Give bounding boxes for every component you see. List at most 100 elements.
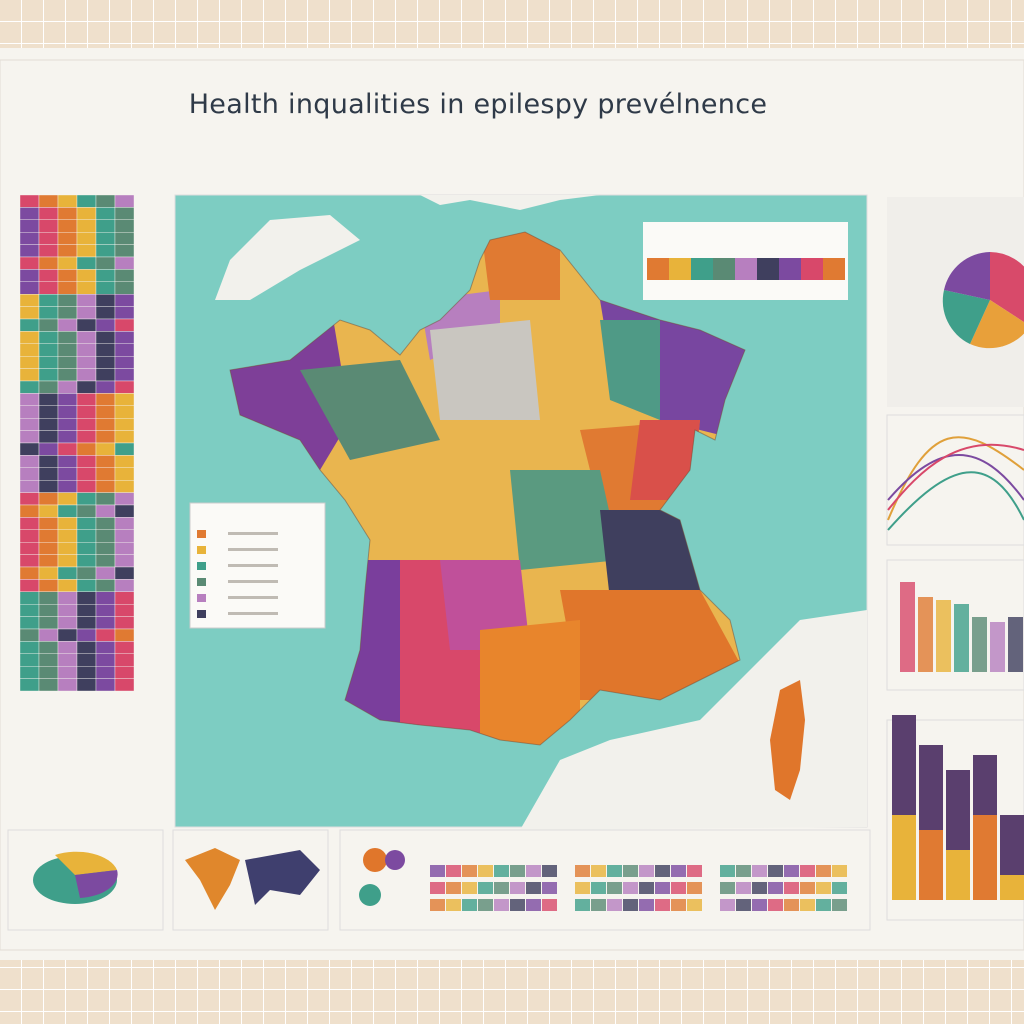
heat-cell	[57, 604, 78, 617]
bar-cell	[510, 899, 525, 911]
continent	[245, 850, 320, 905]
icon	[385, 850, 405, 870]
region	[480, 620, 580, 745]
heat-cell	[57, 306, 78, 320]
bar-cell	[687, 882, 702, 894]
bar-cell	[832, 882, 847, 894]
heat-cell	[76, 368, 97, 382]
land-north	[175, 195, 600, 300]
heat-cell	[114, 393, 135, 406]
continent	[185, 848, 240, 910]
heat-cell	[38, 269, 59, 282]
heat-cell	[95, 628, 116, 642]
heat-cell	[19, 604, 40, 617]
region	[510, 470, 620, 570]
legend-line	[228, 564, 278, 567]
heat-cell	[114, 306, 135, 320]
heat-cell	[19, 542, 40, 555]
legend-swatch	[197, 578, 206, 586]
heat-cell	[114, 604, 135, 617]
heat-cell	[57, 281, 78, 295]
heat-cell	[38, 294, 59, 307]
heat-cell	[19, 591, 40, 605]
bar-cell	[478, 882, 493, 894]
heat-cell	[114, 616, 135, 630]
heat-cell	[76, 231, 97, 245]
bar-cell	[478, 865, 493, 877]
bar	[972, 617, 987, 672]
legend-swatch	[197, 610, 206, 618]
heat-cell	[19, 480, 40, 493]
heat-cell	[38, 517, 59, 531]
heat-cell	[76, 591, 97, 605]
heat-cell	[95, 318, 116, 332]
heat-cell	[114, 405, 135, 419]
heat-cell	[57, 331, 78, 344]
heat-cell	[76, 529, 97, 543]
heat-cell	[38, 331, 59, 344]
heat-cell	[76, 517, 97, 531]
heat-cell	[38, 616, 59, 630]
bar-cell	[607, 899, 622, 911]
legend-line	[228, 612, 278, 615]
region	[300, 360, 440, 460]
bar-segment	[946, 770, 970, 850]
heat-cell	[76, 343, 97, 357]
heat-cell	[38, 628, 59, 642]
bar-cell	[430, 899, 445, 911]
legend-line	[228, 596, 278, 599]
heat-cell	[76, 380, 97, 394]
heat-cell	[95, 566, 116, 580]
bar-cell	[671, 899, 686, 911]
bar-cell	[623, 865, 638, 877]
heat-cell	[57, 480, 78, 493]
heat-cell	[114, 269, 135, 282]
heat-cell	[114, 442, 135, 456]
heat-cell	[38, 542, 59, 555]
heat-cell	[76, 455, 97, 468]
heat-cell	[95, 542, 116, 555]
bar-cell	[655, 882, 670, 894]
heat-cell	[19, 356, 40, 369]
heat-cell	[95, 306, 116, 320]
bar-cell	[800, 882, 815, 894]
bar-segment	[892, 815, 916, 900]
heat-cell	[57, 231, 78, 245]
region	[600, 320, 660, 420]
heat-cell	[19, 294, 40, 307]
curves	[887, 436, 1024, 531]
heat-cell	[19, 517, 40, 531]
heat-cell	[38, 256, 59, 270]
heat-cell	[95, 194, 116, 208]
heat-cell	[57, 294, 78, 307]
scale-cell	[647, 258, 669, 280]
legend-swatch	[197, 546, 206, 554]
heat-cell	[114, 231, 135, 245]
heat-cell	[38, 529, 59, 543]
heat-cell	[38, 244, 59, 258]
heat-cell	[76, 604, 97, 617]
heat-cell	[76, 194, 97, 208]
heat-cell	[114, 591, 135, 605]
heat-cell	[38, 641, 59, 655]
heat-cell	[76, 356, 97, 369]
heat-cell	[95, 492, 116, 506]
bar-cell	[784, 882, 799, 894]
heat-cell	[38, 467, 59, 481]
bar-cell	[752, 865, 767, 877]
heat-cell	[95, 616, 116, 630]
bar-cell	[671, 865, 686, 877]
scale-cell	[757, 258, 779, 280]
heat-cell	[57, 554, 78, 568]
bar-cell	[832, 865, 847, 877]
icon	[359, 884, 381, 906]
heat-cell	[57, 442, 78, 456]
heat-cell	[76, 641, 97, 655]
region	[430, 320, 540, 420]
heat-cell	[114, 492, 135, 506]
heat-cell	[95, 529, 116, 543]
heat-cell	[38, 231, 59, 245]
heat-cell	[76, 579, 97, 593]
bar	[900, 582, 915, 672]
heat-cell	[19, 380, 40, 394]
